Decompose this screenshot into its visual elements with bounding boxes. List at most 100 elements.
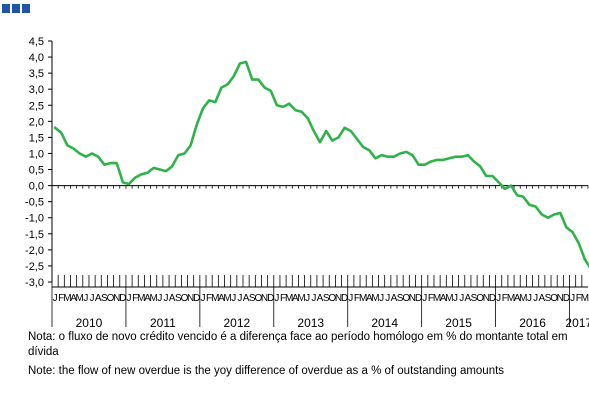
x-month-label: J — [453, 293, 458, 304]
data-point — [411, 154, 413, 156]
title-marker-3 — [22, 4, 30, 13]
data-point — [331, 139, 333, 141]
data-point — [116, 162, 118, 164]
data-point — [165, 170, 167, 172]
data-point — [417, 164, 419, 166]
data-point — [226, 83, 228, 85]
x-month-label: M — [581, 293, 589, 304]
data-point — [146, 172, 148, 174]
data-point — [276, 104, 278, 106]
x-month-label: S — [471, 293, 478, 304]
x-month-label: S — [545, 293, 552, 304]
y-tick-label: 0,5 — [29, 165, 44, 177]
data-point — [571, 231, 573, 233]
x-month-label: M — [297, 293, 305, 304]
y-tick-label: 2,0 — [29, 116, 44, 128]
data-point — [491, 175, 493, 177]
x-month-label: J — [90, 293, 95, 304]
data-point — [189, 144, 191, 146]
data-point — [239, 62, 241, 64]
x-month-label: J — [422, 293, 427, 304]
data-point — [430, 160, 432, 162]
data-point — [79, 152, 81, 154]
data-point — [307, 117, 309, 119]
data-point — [233, 75, 235, 77]
data-point — [153, 167, 155, 169]
data-point — [91, 152, 93, 154]
x-month-label: N — [261, 293, 268, 304]
data-point — [220, 86, 222, 88]
data-point — [263, 86, 265, 88]
x-month-label: A — [440, 293, 447, 304]
x-month-label: M — [149, 293, 157, 304]
data-point — [140, 173, 142, 175]
x-year-label: 2012 — [223, 316, 250, 330]
data-point — [282, 106, 284, 108]
data-point — [288, 103, 290, 105]
x-month-label: O — [402, 293, 410, 304]
data-point — [424, 164, 426, 166]
data-point — [510, 184, 512, 186]
title-marker-2 — [12, 4, 20, 13]
y-tick-label: 4,0 — [29, 52, 44, 64]
data-point — [553, 213, 555, 215]
x-month-label: M — [223, 293, 231, 304]
data-point — [122, 181, 124, 183]
data-point — [528, 204, 530, 206]
x-month-label: J — [496, 293, 501, 304]
plot-area — [53, 60, 589, 269]
x-month-label: O — [107, 293, 115, 304]
note-portuguese: Nota: o fluxo de novo crédito vencido é … — [28, 331, 568, 358]
x-year-label: 2016 — [519, 316, 546, 330]
data-point — [183, 152, 185, 154]
data-point — [325, 130, 327, 132]
x-year-label: 2011 — [150, 316, 176, 330]
data-point — [208, 99, 210, 101]
x-month-label: M — [211, 293, 219, 304]
x-month-label: D — [489, 293, 496, 304]
x-month-label: J — [157, 293, 162, 304]
line-chart: 4,5 4,0 3,5 3,0 2,5 2,0 1,5 1,0 0,5 0,0 -0,5 -1,0 -1… — [2, 4, 589, 330]
x-year-label: 2015 — [445, 316, 472, 330]
y-tick-label: 3,0 — [29, 84, 44, 96]
y-tick-label: -2,0 — [25, 245, 44, 257]
data-point — [534, 205, 536, 207]
x-month-label: M — [76, 293, 84, 304]
data-point — [473, 160, 475, 162]
x-month-label: O — [550, 293, 558, 304]
x-month-label: D — [341, 293, 348, 304]
data-point — [578, 242, 580, 244]
x-month-label: O — [255, 293, 263, 304]
x-month-label: M — [519, 293, 527, 304]
x-month-label: A — [169, 293, 176, 304]
x-month-label: S — [249, 293, 256, 304]
title-marker-1 — [2, 4, 10, 13]
x-month-label: M — [63, 293, 71, 304]
x-month-label: O — [328, 293, 336, 304]
data-point — [498, 181, 500, 183]
x-month-label: A — [95, 293, 102, 304]
data-point — [177, 154, 179, 156]
data-point — [97, 156, 99, 158]
x-year-label: 2010 — [76, 316, 103, 330]
x-month-label: O — [476, 293, 484, 304]
x-month-label: A — [366, 293, 373, 304]
data-point — [270, 90, 272, 92]
x-month-label: D — [193, 293, 200, 304]
x-month-label: A — [538, 293, 545, 304]
x-month-label: J — [311, 293, 316, 304]
data-point — [60, 131, 62, 133]
data-point — [343, 127, 345, 129]
x-month-label: F — [354, 293, 360, 304]
data-point — [504, 188, 506, 190]
data-point — [565, 226, 567, 228]
data-point — [159, 168, 161, 170]
x-month-label: F — [576, 293, 582, 304]
x-month-label: J — [200, 293, 205, 304]
x-month-label: A — [243, 293, 250, 304]
x-month-label: N — [187, 293, 194, 304]
x-month-label: J — [83, 293, 88, 304]
x-month-label: N — [113, 293, 120, 304]
x-month-label: J — [527, 293, 532, 304]
x-month-label: D — [415, 293, 422, 304]
